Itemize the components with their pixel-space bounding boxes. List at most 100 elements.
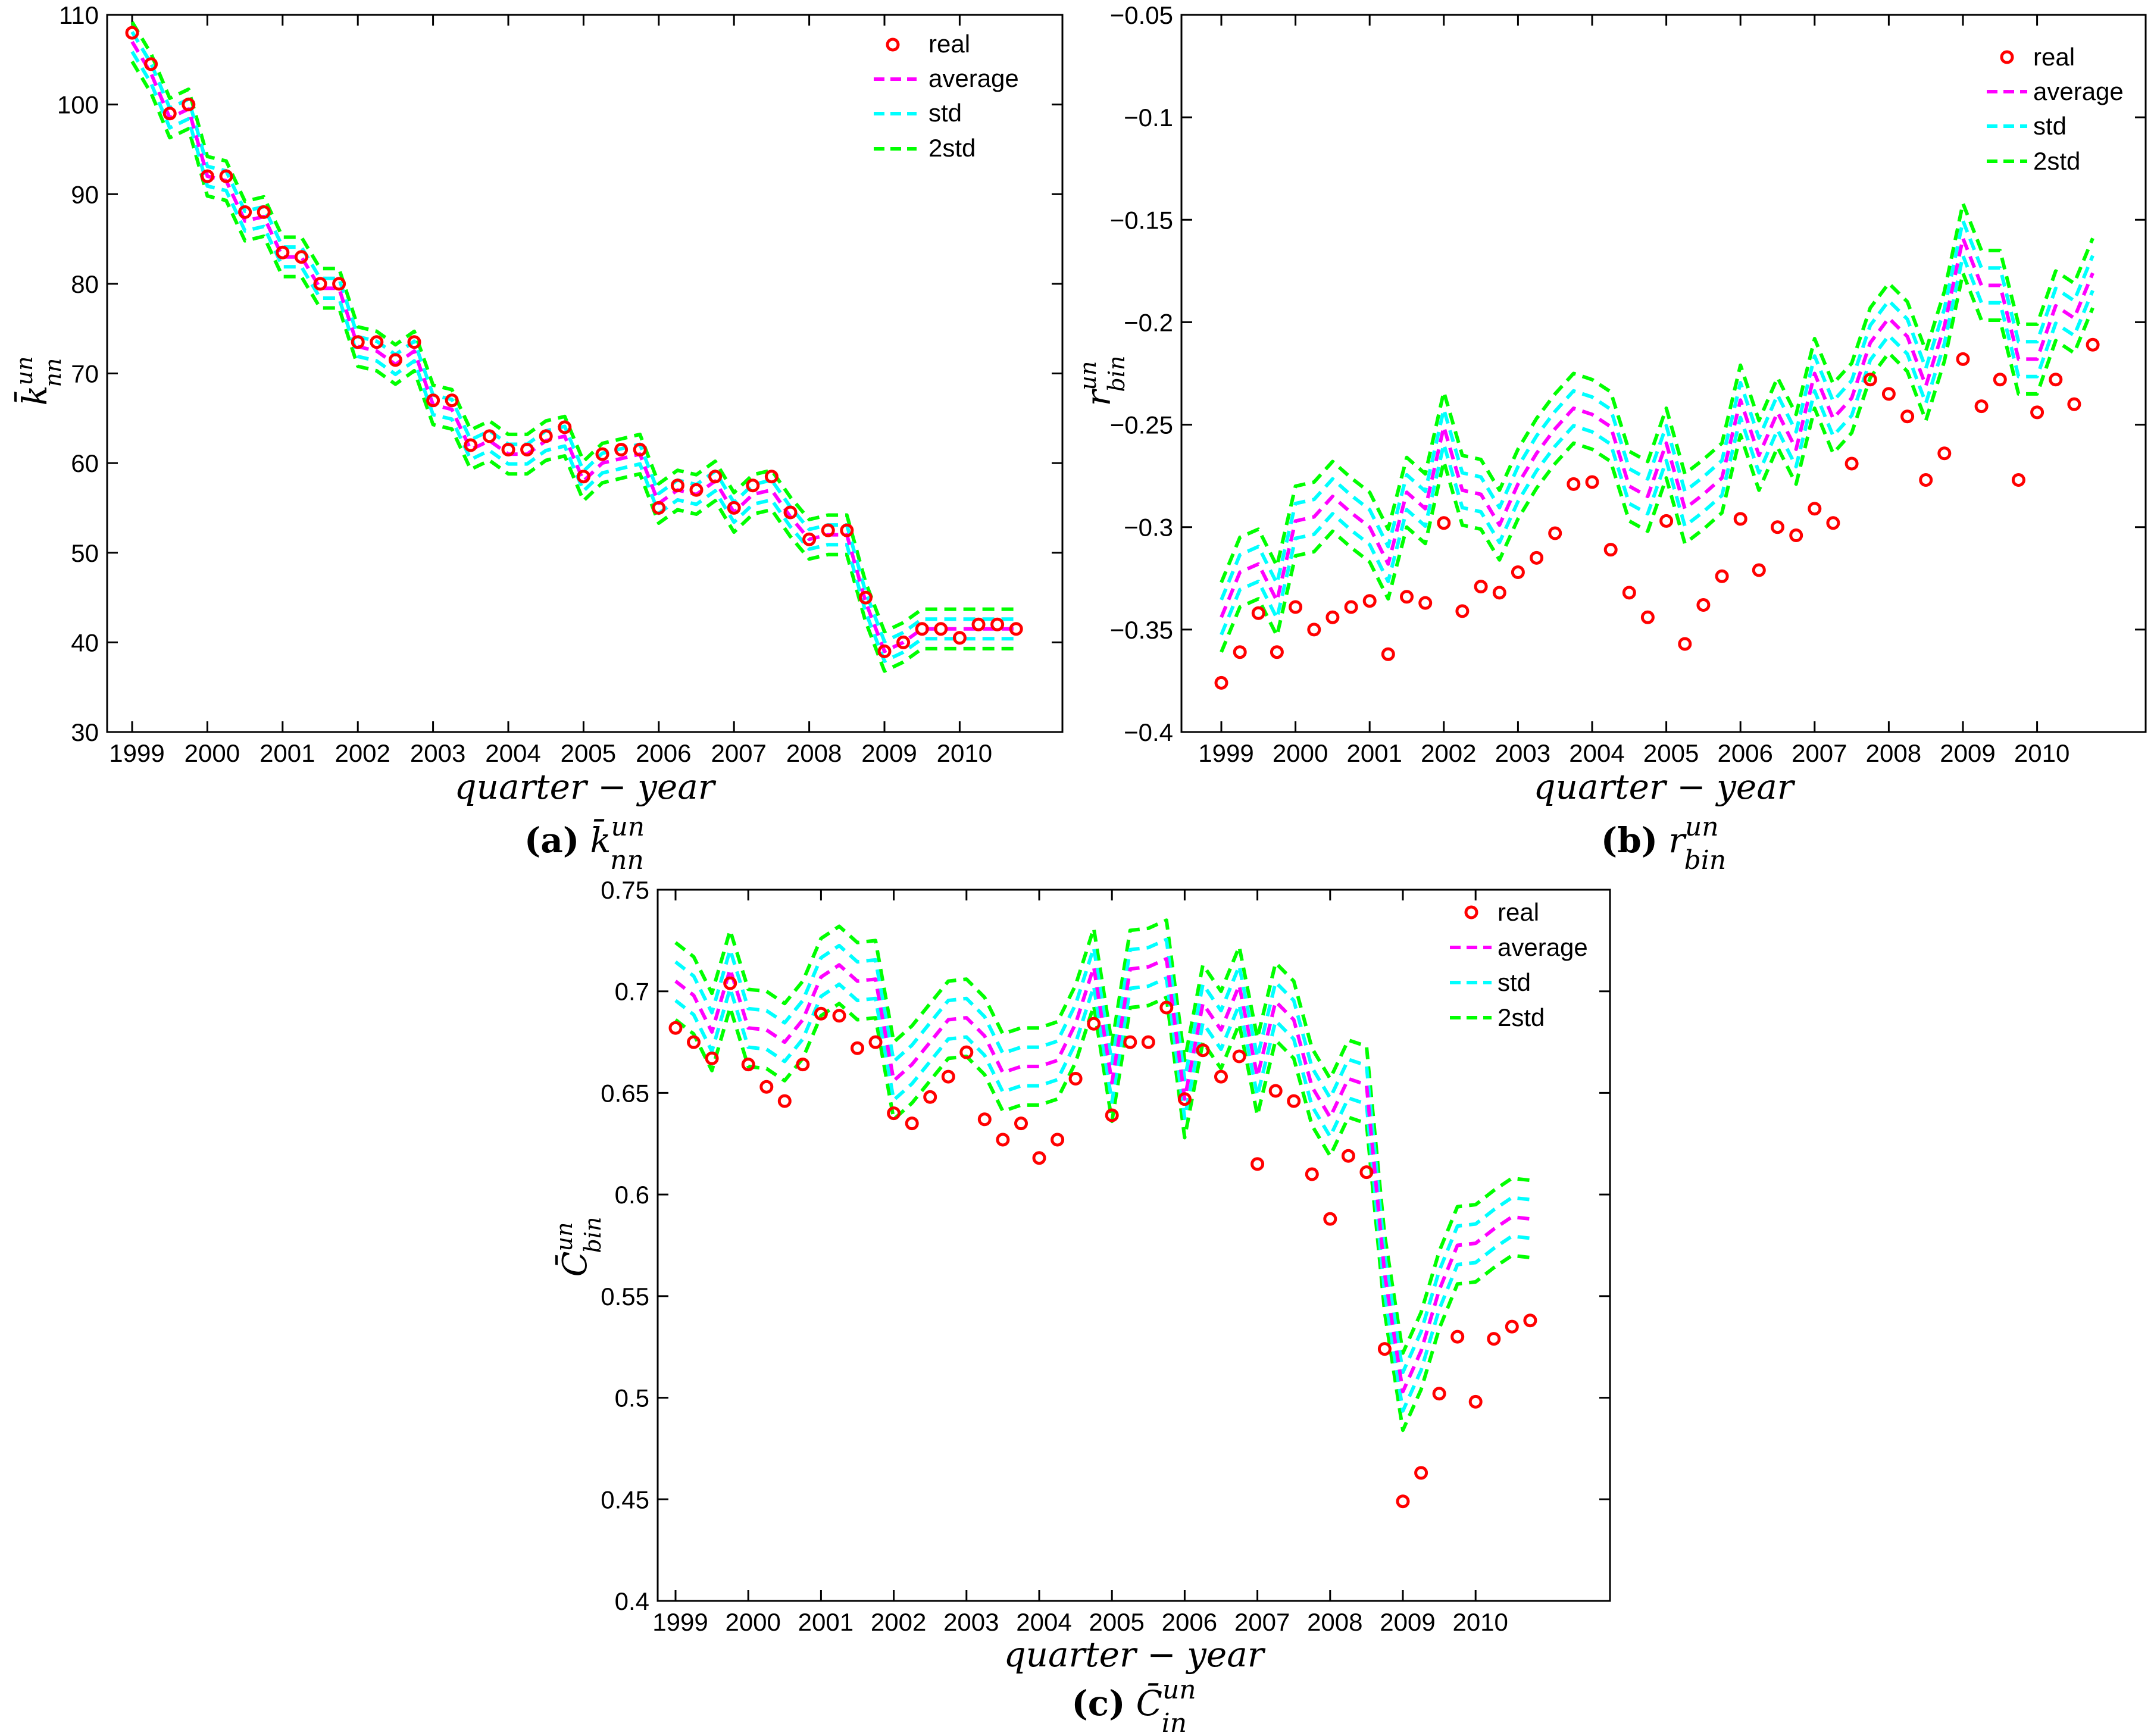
- data-point-real-a-22: [539, 429, 553, 443]
- data-point-real-a-29: [670, 478, 684, 493]
- legend-entry-real-b: real: [2000, 43, 2075, 71]
- y-tick-label-b-3: −0.25: [1110, 411, 1173, 439]
- x-tick-label-c-10: 2009: [1380, 1608, 1435, 1636]
- legend-label-real-c: real: [1498, 898, 1539, 926]
- data-point-real-a-9: [294, 250, 308, 264]
- data-point-real-b-36: [1881, 387, 1896, 401]
- data-point-real-b-4: [1289, 600, 1303, 614]
- plot-area-c: [656, 889, 1611, 1602]
- y-tick-label-a-7: 100: [57, 91, 99, 119]
- data-point-real-a-16: [426, 393, 440, 408]
- data-point-real-c-20: [1032, 1151, 1046, 1165]
- y-tick-label-c-4: 0.6: [615, 1181, 649, 1209]
- data-point-real-b-7: [1344, 600, 1358, 614]
- data-point-real-b-3: [1270, 645, 1284, 659]
- data-point-real-a-46: [990, 617, 1005, 631]
- data-point-real-c-47: [1523, 1313, 1537, 1328]
- x-tick-label-a-0: 1999: [109, 739, 164, 767]
- y-tick-label-b-1: −0.35: [1110, 616, 1173, 644]
- y-tick-label-a-2: 50: [71, 539, 99, 567]
- x-tick-label-c-0: 1999: [652, 1608, 708, 1636]
- data-point-real-a-11: [332, 277, 346, 291]
- data-point-real-b-40: [1956, 352, 1970, 366]
- data-point-real-b-10: [1400, 590, 1414, 604]
- series-line-2std-lower-b: [1220, 271, 2094, 653]
- data-point-real-c-37: [1341, 1149, 1355, 1163]
- data-point-real-b-13: [1455, 604, 1470, 618]
- data-point-real-b-12: [1437, 516, 1451, 530]
- x-tick-label-c-2: 2001: [798, 1608, 854, 1636]
- data-point-real-c-43: [1450, 1330, 1465, 1344]
- data-point-real-c-15: [941, 1069, 955, 1084]
- y-tick-label-c-0: 0.4: [615, 1587, 649, 1615]
- data-point-real-a-6: [238, 205, 252, 219]
- data-point-real-c-30: [1214, 1069, 1228, 1084]
- data-point-real-c-6: [777, 1094, 792, 1108]
- data-point-real-c-13: [905, 1116, 919, 1131]
- data-point-real-c-16: [959, 1045, 974, 1059]
- x-tick-label-b-2: 2001: [1346, 739, 1402, 767]
- data-point-real-c-11: [868, 1035, 883, 1049]
- data-point-real-b-5: [1307, 623, 1321, 637]
- x-tick-label-b-8: 2007: [1792, 739, 1847, 767]
- data-point-real-a-35: [783, 505, 798, 520]
- legend-entry-average-b: average: [1987, 77, 2124, 105]
- series-group-c: [668, 918, 1537, 1509]
- y-tick-label-c-5: 0.65: [601, 1079, 649, 1107]
- legend-marker-real-b: [2000, 50, 2014, 64]
- data-point-real-b-35: [1863, 373, 1877, 387]
- x-axis-c: 1999 2000 2001 2002 2003 2004 2005 2006 2007 2008…: [652, 890, 1508, 1636]
- data-point-real-b-8: [1362, 594, 1377, 608]
- x-tick-label-b-0: 1999: [1198, 739, 1253, 767]
- legend-label-std-b: std: [2033, 112, 2067, 140]
- y-tick-label-a-3: 60: [71, 449, 99, 477]
- data-point-real-b-1: [1233, 645, 1247, 659]
- data-point-real-c-35: [1305, 1167, 1319, 1181]
- data-point-real-b-29: [1752, 563, 1766, 577]
- data-point-real-c-18: [996, 1133, 1010, 1147]
- data-point-real-b-25: [1678, 637, 1692, 651]
- x-tick-label-c-8: 2007: [1234, 1608, 1290, 1636]
- y-tick-label-a-6: 90: [71, 180, 99, 208]
- data-point-real-c-28: [1177, 1092, 1192, 1106]
- y-tick-label-c-3: 0.55: [601, 1283, 649, 1310]
- data-point-real-c-29: [1196, 1043, 1210, 1058]
- data-point-real-b-18: [1548, 526, 1562, 540]
- data-point-real-a-34: [764, 470, 779, 484]
- x-tick-label-b-5: 2004: [1569, 739, 1624, 767]
- series-line-std-lower-a: [130, 51, 1017, 663]
- data-point-real-c-24: [1105, 1108, 1119, 1122]
- series-line-average-a: [130, 40, 1017, 653]
- legend-label-2std-b: 2std: [2033, 147, 2080, 175]
- data-point-real-a-0: [125, 26, 139, 40]
- x-tick-label-a-1: 2000: [185, 739, 240, 767]
- data-point-real-a-32: [727, 501, 741, 515]
- x-axis-title-b: quarter − year: [1533, 767, 1795, 807]
- data-point-real-b-16: [1511, 565, 1525, 579]
- caption-b: (b) run bin: [1601, 812, 1726, 875]
- data-point-real-b-46: [2067, 397, 2081, 411]
- x-tick-label-b-4: 2003: [1495, 739, 1550, 767]
- legend-entry-2std-a: 2std: [874, 134, 976, 162]
- data-point-real-a-1: [144, 57, 158, 71]
- data-point-real-c-25: [1123, 1035, 1137, 1049]
- data-point-real-a-12: [351, 335, 365, 349]
- x-tick-label-c-4: 2003: [943, 1608, 999, 1636]
- data-point-real-c-23: [1087, 1016, 1101, 1031]
- plot-area-b: [1180, 14, 2147, 733]
- legend-entry-2std-b: 2std: [1987, 147, 2080, 175]
- data-point-real-c-9: [832, 1009, 846, 1023]
- x-tick-label-a-8: 2007: [711, 739, 766, 767]
- legend-label-real-b: real: [2033, 43, 2075, 71]
- data-point-real-c-2: [705, 1051, 719, 1065]
- y-axis-title-c: C̄un bin: [551, 1217, 606, 1277]
- data-point-real-a-39: [858, 590, 873, 605]
- x-tick-label-b-6: 2005: [1643, 739, 1699, 767]
- plot-area-a: [106, 14, 1064, 733]
- x-tick-label-a-2: 2001: [260, 739, 315, 767]
- data-point-real-b-38: [1919, 473, 1933, 487]
- data-point-real-a-42: [915, 622, 929, 636]
- data-point-real-b-6: [1325, 610, 1340, 624]
- x-tick-label-c-1: 2000: [725, 1608, 780, 1636]
- legend-entry-std-b: std: [1987, 112, 2067, 140]
